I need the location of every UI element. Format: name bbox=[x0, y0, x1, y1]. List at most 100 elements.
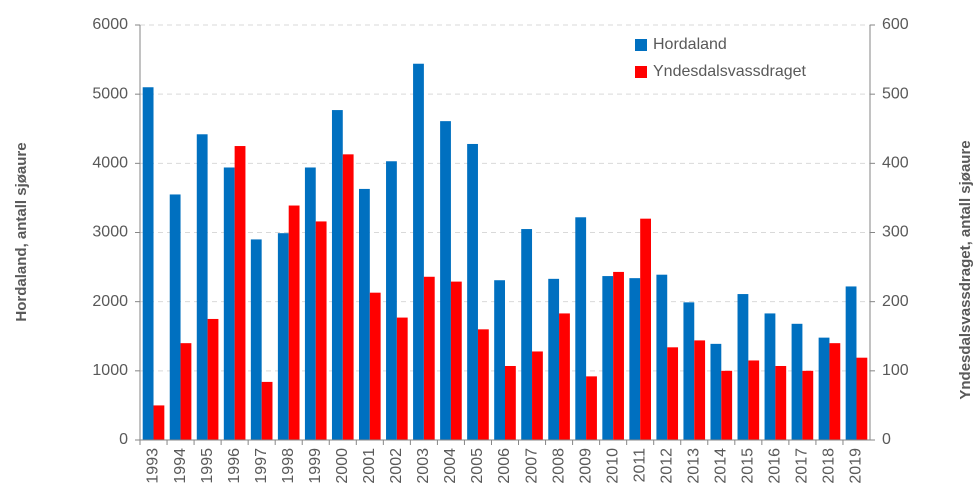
bar bbox=[505, 365, 516, 440]
bar bbox=[342, 154, 354, 440]
bar bbox=[396, 317, 408, 440]
x-tick-label: 2010 bbox=[604, 448, 621, 484]
y2-tick-label: 400 bbox=[882, 155, 909, 172]
y2-tick-label: 300 bbox=[882, 224, 909, 241]
bar bbox=[467, 143, 478, 440]
x-tick-label: 2000 bbox=[334, 448, 351, 484]
bar bbox=[169, 194, 181, 440]
x-tick-label: 2001 bbox=[361, 448, 378, 484]
x-tick-label: 1993 bbox=[145, 448, 162, 484]
bar bbox=[532, 351, 543, 440]
bar bbox=[386, 161, 397, 440]
bar bbox=[602, 276, 614, 440]
x-tick-label: 2008 bbox=[550, 448, 567, 484]
bar bbox=[856, 357, 868, 440]
y-tick-label: 4000 bbox=[92, 155, 128, 172]
bar bbox=[764, 313, 776, 440]
bar bbox=[142, 87, 154, 440]
bar bbox=[586, 376, 597, 440]
x-tick-label: 2012 bbox=[658, 448, 675, 484]
x-tick-label: 2009 bbox=[577, 448, 594, 484]
bar bbox=[180, 343, 192, 440]
bar bbox=[548, 278, 560, 440]
bar bbox=[223, 167, 235, 440]
y-tick-label: 3000 bbox=[92, 224, 128, 241]
x-tick-label: 2006 bbox=[496, 448, 513, 484]
bar bbox=[477, 329, 489, 440]
bar bbox=[667, 347, 679, 440]
bar bbox=[748, 360, 760, 440]
bar bbox=[791, 323, 803, 440]
bar bbox=[153, 405, 165, 440]
bar bbox=[845, 286, 857, 440]
bar bbox=[359, 188, 370, 440]
bar bbox=[802, 370, 814, 440]
bar bbox=[575, 217, 587, 440]
bar bbox=[450, 281, 462, 440]
x-tick-label: 1999 bbox=[307, 448, 324, 484]
y2-axis-title: Yndesdalsvassdraget, antall sjøaure bbox=[957, 140, 974, 399]
y2-tick-label: 0 bbox=[882, 431, 891, 448]
x-tick-label: 2004 bbox=[442, 448, 459, 484]
x-tick-label: 2011 bbox=[631, 448, 648, 483]
bar bbox=[640, 218, 651, 440]
bar bbox=[629, 278, 641, 440]
bar bbox=[721, 370, 733, 440]
x-tick-label: 2002 bbox=[388, 448, 405, 484]
bar bbox=[250, 239, 262, 440]
y-tick-label: 6000 bbox=[92, 16, 128, 33]
y2-tick-label: 500 bbox=[882, 85, 909, 102]
x-tick-label: 2019 bbox=[848, 448, 865, 484]
bar bbox=[829, 343, 841, 440]
bar bbox=[423, 276, 435, 440]
y-tick-label: 5000 bbox=[92, 85, 128, 102]
x-tick-label: 2018 bbox=[821, 448, 838, 484]
x-tick-label: 2005 bbox=[469, 448, 486, 484]
y2-tick-label: 200 bbox=[882, 293, 909, 310]
x-tick-label: 2015 bbox=[740, 448, 757, 484]
y2-tick-label: 100 bbox=[882, 362, 909, 379]
x-tick-label: 2003 bbox=[415, 448, 432, 484]
legend-label: Yndesdalsvassdraget bbox=[653, 63, 807, 80]
x-tick-label: 2014 bbox=[713, 448, 730, 484]
x-tick-label: 1995 bbox=[199, 448, 216, 484]
bar bbox=[277, 233, 289, 440]
bar bbox=[413, 63, 424, 440]
bar bbox=[818, 337, 830, 440]
bar bbox=[304, 167, 316, 440]
bar bbox=[288, 205, 300, 440]
y-tick-label: 1000 bbox=[92, 362, 128, 379]
x-tick-label: 2013 bbox=[685, 448, 702, 484]
bar bbox=[494, 280, 505, 440]
bar bbox=[613, 271, 624, 440]
y2-tick-label: 600 bbox=[882, 16, 909, 33]
y-axis-title: Hordaland, antall sjøaure bbox=[13, 142, 30, 321]
x-tick-label: 1997 bbox=[253, 448, 270, 484]
bar bbox=[196, 134, 208, 441]
bar bbox=[234, 146, 246, 440]
bar bbox=[369, 292, 381, 440]
x-tick-label: 1996 bbox=[226, 448, 243, 484]
bar bbox=[775, 365, 787, 440]
bar bbox=[440, 121, 451, 441]
bar bbox=[559, 313, 570, 440]
bar bbox=[331, 110, 343, 440]
x-tick-label: 2017 bbox=[794, 448, 811, 484]
bar bbox=[521, 229, 533, 440]
bar bbox=[207, 318, 219, 440]
x-tick-label: 2007 bbox=[523, 448, 540, 484]
y-tick-label: 2000 bbox=[92, 293, 128, 310]
bar bbox=[710, 343, 722, 440]
y-tick-label: 0 bbox=[119, 431, 128, 448]
x-tick-label: 2016 bbox=[767, 448, 784, 484]
bar bbox=[683, 302, 695, 440]
bar bbox=[315, 221, 327, 440]
bar bbox=[261, 381, 273, 440]
legend-label: Hordaland bbox=[653, 36, 727, 53]
bar bbox=[737, 294, 749, 440]
legend-swatch bbox=[635, 66, 647, 78]
x-tick-label: 1994 bbox=[172, 448, 189, 484]
legend-swatch bbox=[635, 39, 647, 51]
bar bbox=[656, 274, 668, 440]
